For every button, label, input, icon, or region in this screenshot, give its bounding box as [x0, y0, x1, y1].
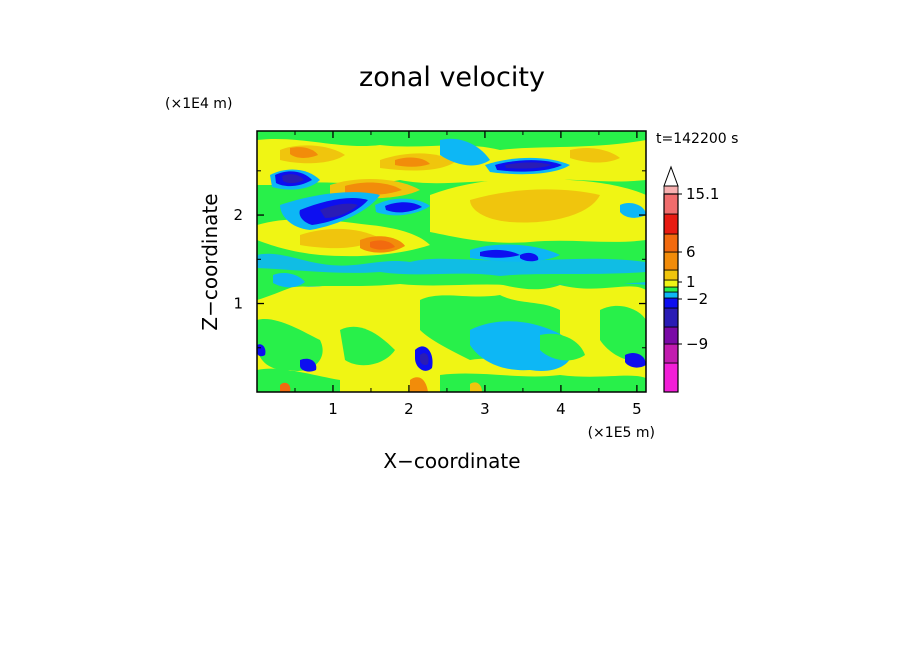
colorbar-tick-label: −9	[686, 335, 708, 353]
colorbar-segment	[663, 213, 679, 235]
colorbar-segment	[663, 343, 679, 364]
colorbar-segment	[663, 326, 679, 345]
colorbar-tick-label: 15.1	[686, 185, 719, 203]
colorbar-segment	[663, 286, 679, 293]
y-tick-label: 1	[233, 295, 243, 313]
colorbar-tick-label: −2	[686, 290, 708, 308]
y-axis-ticks: 12	[233, 170, 646, 349]
time-label: t=142200 s	[656, 131, 738, 147]
y-axis-title: Z−coordinate	[198, 193, 222, 330]
colorbar-segment	[663, 307, 679, 328]
colorbar-segment-top	[663, 185, 679, 195]
x-tick-label: 3	[480, 400, 490, 418]
colorbar-frame	[663, 193, 679, 393]
x-axis-title: X−coordinate	[383, 449, 520, 473]
plot-frame	[256, 130, 647, 393]
colorbar-segment	[663, 362, 679, 393]
chart-title: zonal velocity	[359, 62, 545, 93]
colorbar: 15.1 6 1−2 −9	[663, 165, 719, 393]
colorbar-segment	[663, 297, 679, 309]
y-axis-unit: (×1E4 m)	[165, 96, 232, 112]
x-tick-label: 1	[328, 400, 338, 418]
velocity-field	[257, 131, 646, 392]
colorbar-segment	[663, 233, 679, 253]
colorbar-segment	[663, 269, 679, 281]
colorbar-segment	[663, 251, 679, 271]
colorbar-segment	[663, 279, 679, 288]
colorbar-extend-arrow	[663, 165, 679, 187]
colorbar-tick-label: 1	[686, 273, 696, 291]
x-tick-label: 5	[632, 400, 642, 418]
y-tick-label: 2	[233, 206, 243, 224]
x-tick-label: 4	[556, 400, 566, 418]
x-axis-ticks: 1 2 3 4 5	[294, 131, 642, 418]
colorbar-tick-label: 6	[686, 243, 696, 261]
x-axis-unit: (×1E5 m)	[588, 425, 655, 441]
x-tick-label: 2	[404, 400, 414, 418]
colorbar-segment	[663, 193, 679, 215]
colorbar-segment	[663, 291, 679, 299]
